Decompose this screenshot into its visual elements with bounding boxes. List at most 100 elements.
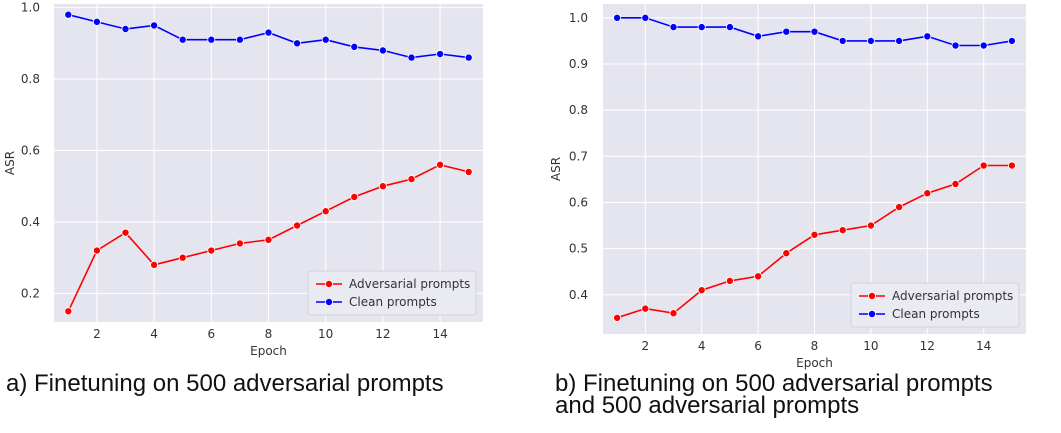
caption-a: a) Finetuning on 500 adversarial prompts — [6, 370, 444, 397]
data-point — [923, 32, 932, 41]
data-point — [464, 167, 473, 176]
x-axis-label: Epoch — [796, 356, 833, 370]
x-tick-label: 2 — [641, 339, 649, 353]
data-point — [641, 13, 650, 22]
y-tick-label: 0.8 — [21, 72, 40, 86]
data-point — [92, 17, 101, 26]
legend-label: Clean prompts — [349, 295, 437, 309]
data-point — [264, 28, 273, 37]
legend-box — [307, 270, 477, 316]
x-tick-label: 6 — [754, 339, 762, 353]
data-point — [697, 23, 706, 32]
x-axis-label: Epoch — [250, 344, 287, 358]
data-point — [725, 23, 734, 32]
data-point — [669, 23, 678, 32]
data-point — [979, 41, 988, 50]
y-tick-label: 1.0 — [21, 1, 40, 15]
x-tick-label: 2 — [93, 327, 101, 341]
y-axis-label: ASR — [549, 157, 563, 181]
x-tick-label: 8 — [265, 327, 273, 341]
data-point — [754, 32, 763, 41]
legend: Adversarial prompts Clean prompts — [307, 270, 477, 316]
data-point — [150, 260, 159, 269]
y-tick-label: 0.8 — [569, 103, 588, 117]
data-point — [895, 36, 904, 45]
data-point — [613, 313, 622, 322]
data-point — [235, 239, 244, 248]
x-tick-label: 10 — [863, 339, 878, 353]
legend-marker — [868, 291, 877, 300]
x-tick-label: 8 — [811, 339, 819, 353]
legend-label: Clean prompts — [892, 307, 980, 321]
data-point — [979, 161, 988, 170]
data-point — [838, 36, 847, 45]
data-point — [754, 272, 763, 281]
data-point — [436, 50, 445, 59]
y-tick-label: 0.6 — [21, 143, 40, 157]
legend-marker — [324, 297, 333, 306]
data-point — [207, 35, 216, 44]
y-tick-label: 0.6 — [569, 195, 588, 209]
data-point — [464, 53, 473, 62]
data-point — [350, 42, 359, 51]
data-point — [64, 307, 73, 316]
data-point — [207, 246, 216, 255]
y-tick-label: 0.9 — [569, 57, 588, 71]
data-point — [407, 53, 416, 62]
data-point — [725, 276, 734, 285]
data-point — [923, 189, 932, 198]
data-point — [92, 246, 101, 255]
data-point — [669, 309, 678, 318]
data-point — [782, 27, 791, 36]
data-point — [407, 175, 416, 184]
data-point — [378, 182, 387, 191]
data-point — [866, 221, 875, 230]
data-point — [810, 230, 819, 239]
data-point — [641, 304, 650, 313]
data-point — [64, 10, 73, 19]
legend-label: Adversarial prompts — [349, 277, 470, 291]
caption-b: b) Finetuning on 500 adversarial prompts… — [555, 370, 993, 419]
data-point — [866, 36, 875, 45]
legend-marker — [868, 309, 877, 318]
data-point — [1007, 36, 1016, 45]
x-tick-label: 4 — [150, 327, 158, 341]
y-axis-label: ASR — [3, 151, 17, 175]
data-point — [951, 179, 960, 188]
data-point — [121, 228, 130, 237]
data-point — [951, 41, 960, 50]
legend-label: Adversarial prompts — [892, 289, 1013, 303]
data-point — [293, 39, 302, 48]
data-point — [178, 35, 187, 44]
y-tick-label: 0.2 — [21, 286, 40, 300]
data-point — [1007, 161, 1016, 170]
x-tick-label: 6 — [207, 327, 215, 341]
data-point — [293, 221, 302, 230]
data-point — [178, 253, 187, 262]
legend-box — [850, 282, 1020, 328]
data-point — [264, 235, 273, 244]
data-point — [810, 27, 819, 36]
data-point — [235, 35, 244, 44]
y-tick-label: 0.4 — [569, 288, 588, 302]
data-point — [436, 160, 445, 169]
x-tick-label: 14 — [976, 339, 991, 353]
data-point — [782, 249, 791, 258]
y-tick-label: 0.4 — [21, 215, 40, 229]
x-tick-label: 14 — [432, 327, 447, 341]
x-tick-label: 10 — [318, 327, 333, 341]
y-tick-label: 1.0 — [569, 11, 588, 25]
data-point — [150, 21, 159, 30]
data-point — [697, 286, 706, 295]
x-tick-label: 12 — [375, 327, 390, 341]
data-point — [321, 35, 330, 44]
x-tick-label: 12 — [920, 339, 935, 353]
legend: Adversarial prompts Clean prompts — [850, 282, 1020, 328]
y-tick-label: 0.5 — [569, 242, 588, 256]
x-tick-label: 4 — [698, 339, 706, 353]
data-point — [350, 192, 359, 201]
legend-marker — [324, 279, 333, 288]
data-point — [895, 203, 904, 212]
data-point — [321, 207, 330, 216]
